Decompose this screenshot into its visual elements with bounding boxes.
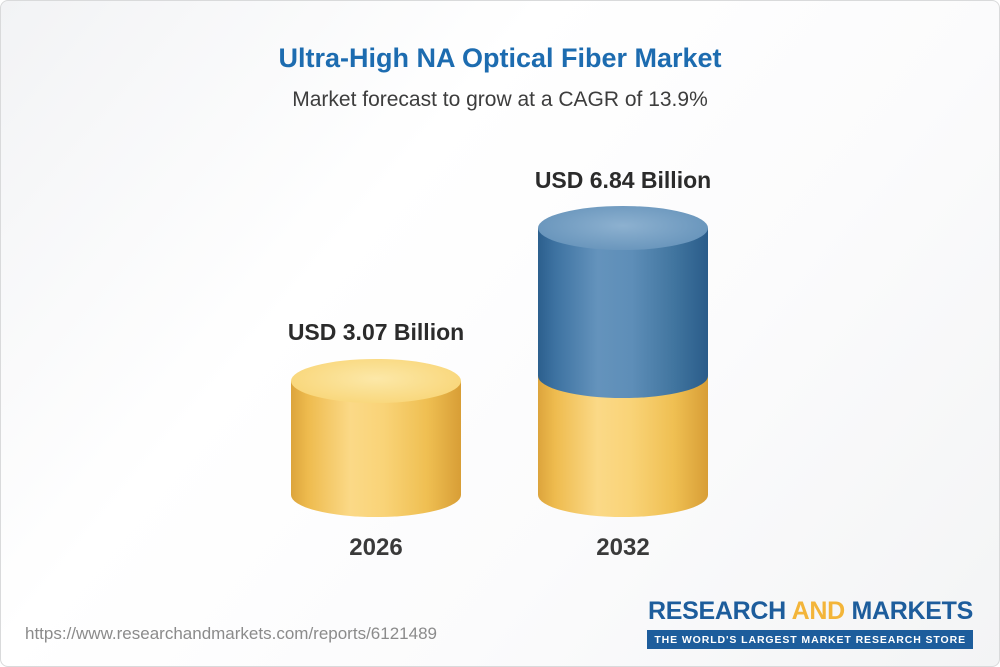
category-label-2026: 2026 — [349, 534, 403, 561]
research-and-markets-logo: RESEARCH AND MARKETS THE WORLD'S LARGEST… — [647, 597, 973, 649]
logo-word-markets: MARKETS — [851, 597, 973, 625]
bar-2032-bottom-segment — [538, 376, 708, 517]
chart-title: Ultra-High NA Optical Fiber Market — [278, 43, 722, 73]
bar-2026-body — [291, 381, 461, 517]
logo-tagline: THE WORLD'S LARGEST MARKET RESEARCH STOR… — [647, 630, 973, 649]
logo-wordmark: RESEARCH AND MARKETS — [647, 597, 973, 626]
bar-2032-top-ellipse — [538, 206, 708, 250]
bar-2026 — [291, 359, 461, 517]
bar-2032-top-segment — [538, 228, 708, 398]
logo-word-research: RESEARCH — [647, 597, 786, 625]
bar-2026-top-ellipse — [291, 359, 461, 403]
report-url: https://www.researchandmarkets.com/repor… — [25, 624, 437, 643]
bar-2032 — [538, 206, 708, 517]
chart-subtitle: Market forecast to grow at a CAGR of 13.… — [292, 88, 708, 111]
value-label-2026: USD 3.07 Billion — [287, 319, 465, 345]
value-label-2032: USD 6.84 Billion — [534, 167, 712, 193]
logo-word-and: AND — [791, 597, 846, 625]
category-label-2032: 2032 — [596, 534, 650, 561]
